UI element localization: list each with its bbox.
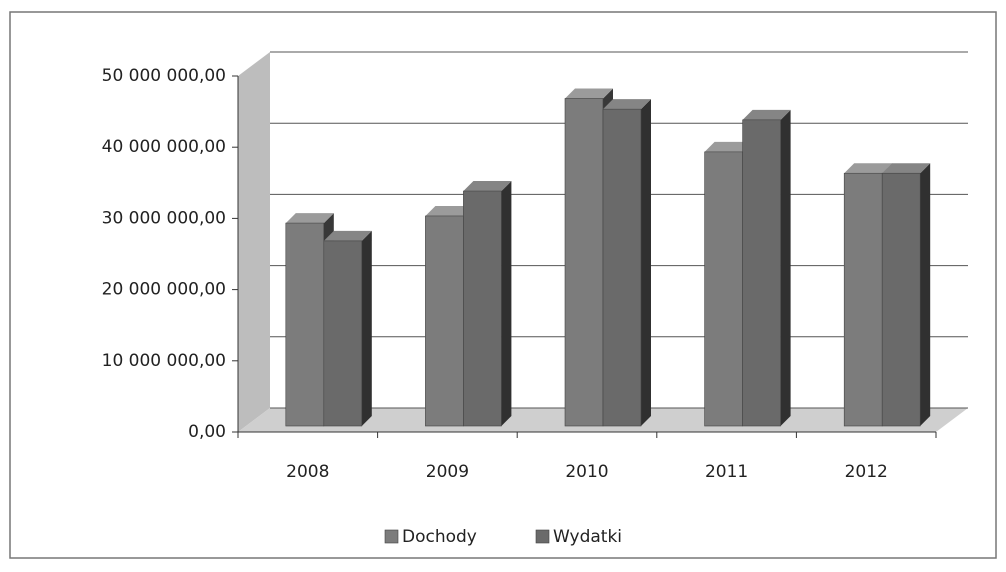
bar bbox=[463, 181, 512, 427]
y-tick-label: 40 000 000,00 bbox=[102, 137, 226, 157]
bar-side bbox=[361, 230, 372, 426]
bar-top bbox=[882, 163, 931, 174]
bar-top bbox=[565, 88, 613, 99]
bar-side bbox=[920, 163, 931, 427]
y-tick-label: 50 000 000,00 bbox=[102, 66, 226, 86]
bar bbox=[602, 99, 651, 427]
legend-swatch bbox=[535, 529, 550, 544]
bar-top bbox=[463, 181, 512, 192]
bar-top bbox=[425, 205, 474, 216]
y-tick-label: 20 000 000,00 bbox=[102, 280, 226, 300]
bar-front bbox=[564, 98, 604, 427]
legend-label: Wydatki bbox=[553, 527, 622, 547]
bar bbox=[742, 109, 791, 427]
legend-swatch bbox=[384, 529, 399, 544]
bar-side bbox=[780, 109, 791, 426]
x-tick-label: 2008 bbox=[286, 462, 329, 482]
bar bbox=[881, 163, 931, 427]
bar-top bbox=[285, 213, 334, 224]
y-tick-label: 10 000 000,00 bbox=[102, 351, 226, 371]
legend-label: Dochody bbox=[402, 527, 477, 547]
y-tick-label: 30 000 000,00 bbox=[102, 208, 226, 228]
bar bbox=[323, 230, 372, 427]
x-tick-label: 2011 bbox=[705, 462, 748, 482]
x-tick-label: 2009 bbox=[426, 462, 469, 482]
bar-side bbox=[501, 181, 512, 426]
bar-top bbox=[844, 163, 893, 174]
bar-front bbox=[602, 108, 642, 427]
bar-top bbox=[704, 141, 753, 152]
bar-front bbox=[425, 215, 464, 427]
y-tick-label: 0,00 bbox=[188, 422, 226, 442]
bar-front bbox=[843, 172, 883, 427]
side-wall bbox=[238, 52, 270, 432]
bar-side bbox=[641, 99, 651, 426]
bar-top bbox=[742, 109, 791, 120]
bar-front bbox=[285, 222, 325, 427]
x-tick-label: 2010 bbox=[565, 462, 608, 482]
bar-front bbox=[323, 240, 363, 427]
bar-front bbox=[881, 172, 921, 427]
bar-front bbox=[463, 190, 502, 427]
bar-front bbox=[704, 151, 743, 427]
bar-front bbox=[742, 119, 781, 427]
bar-top bbox=[603, 99, 651, 110]
bar-top bbox=[323, 230, 372, 241]
x-tick-label: 2012 bbox=[845, 462, 888, 482]
